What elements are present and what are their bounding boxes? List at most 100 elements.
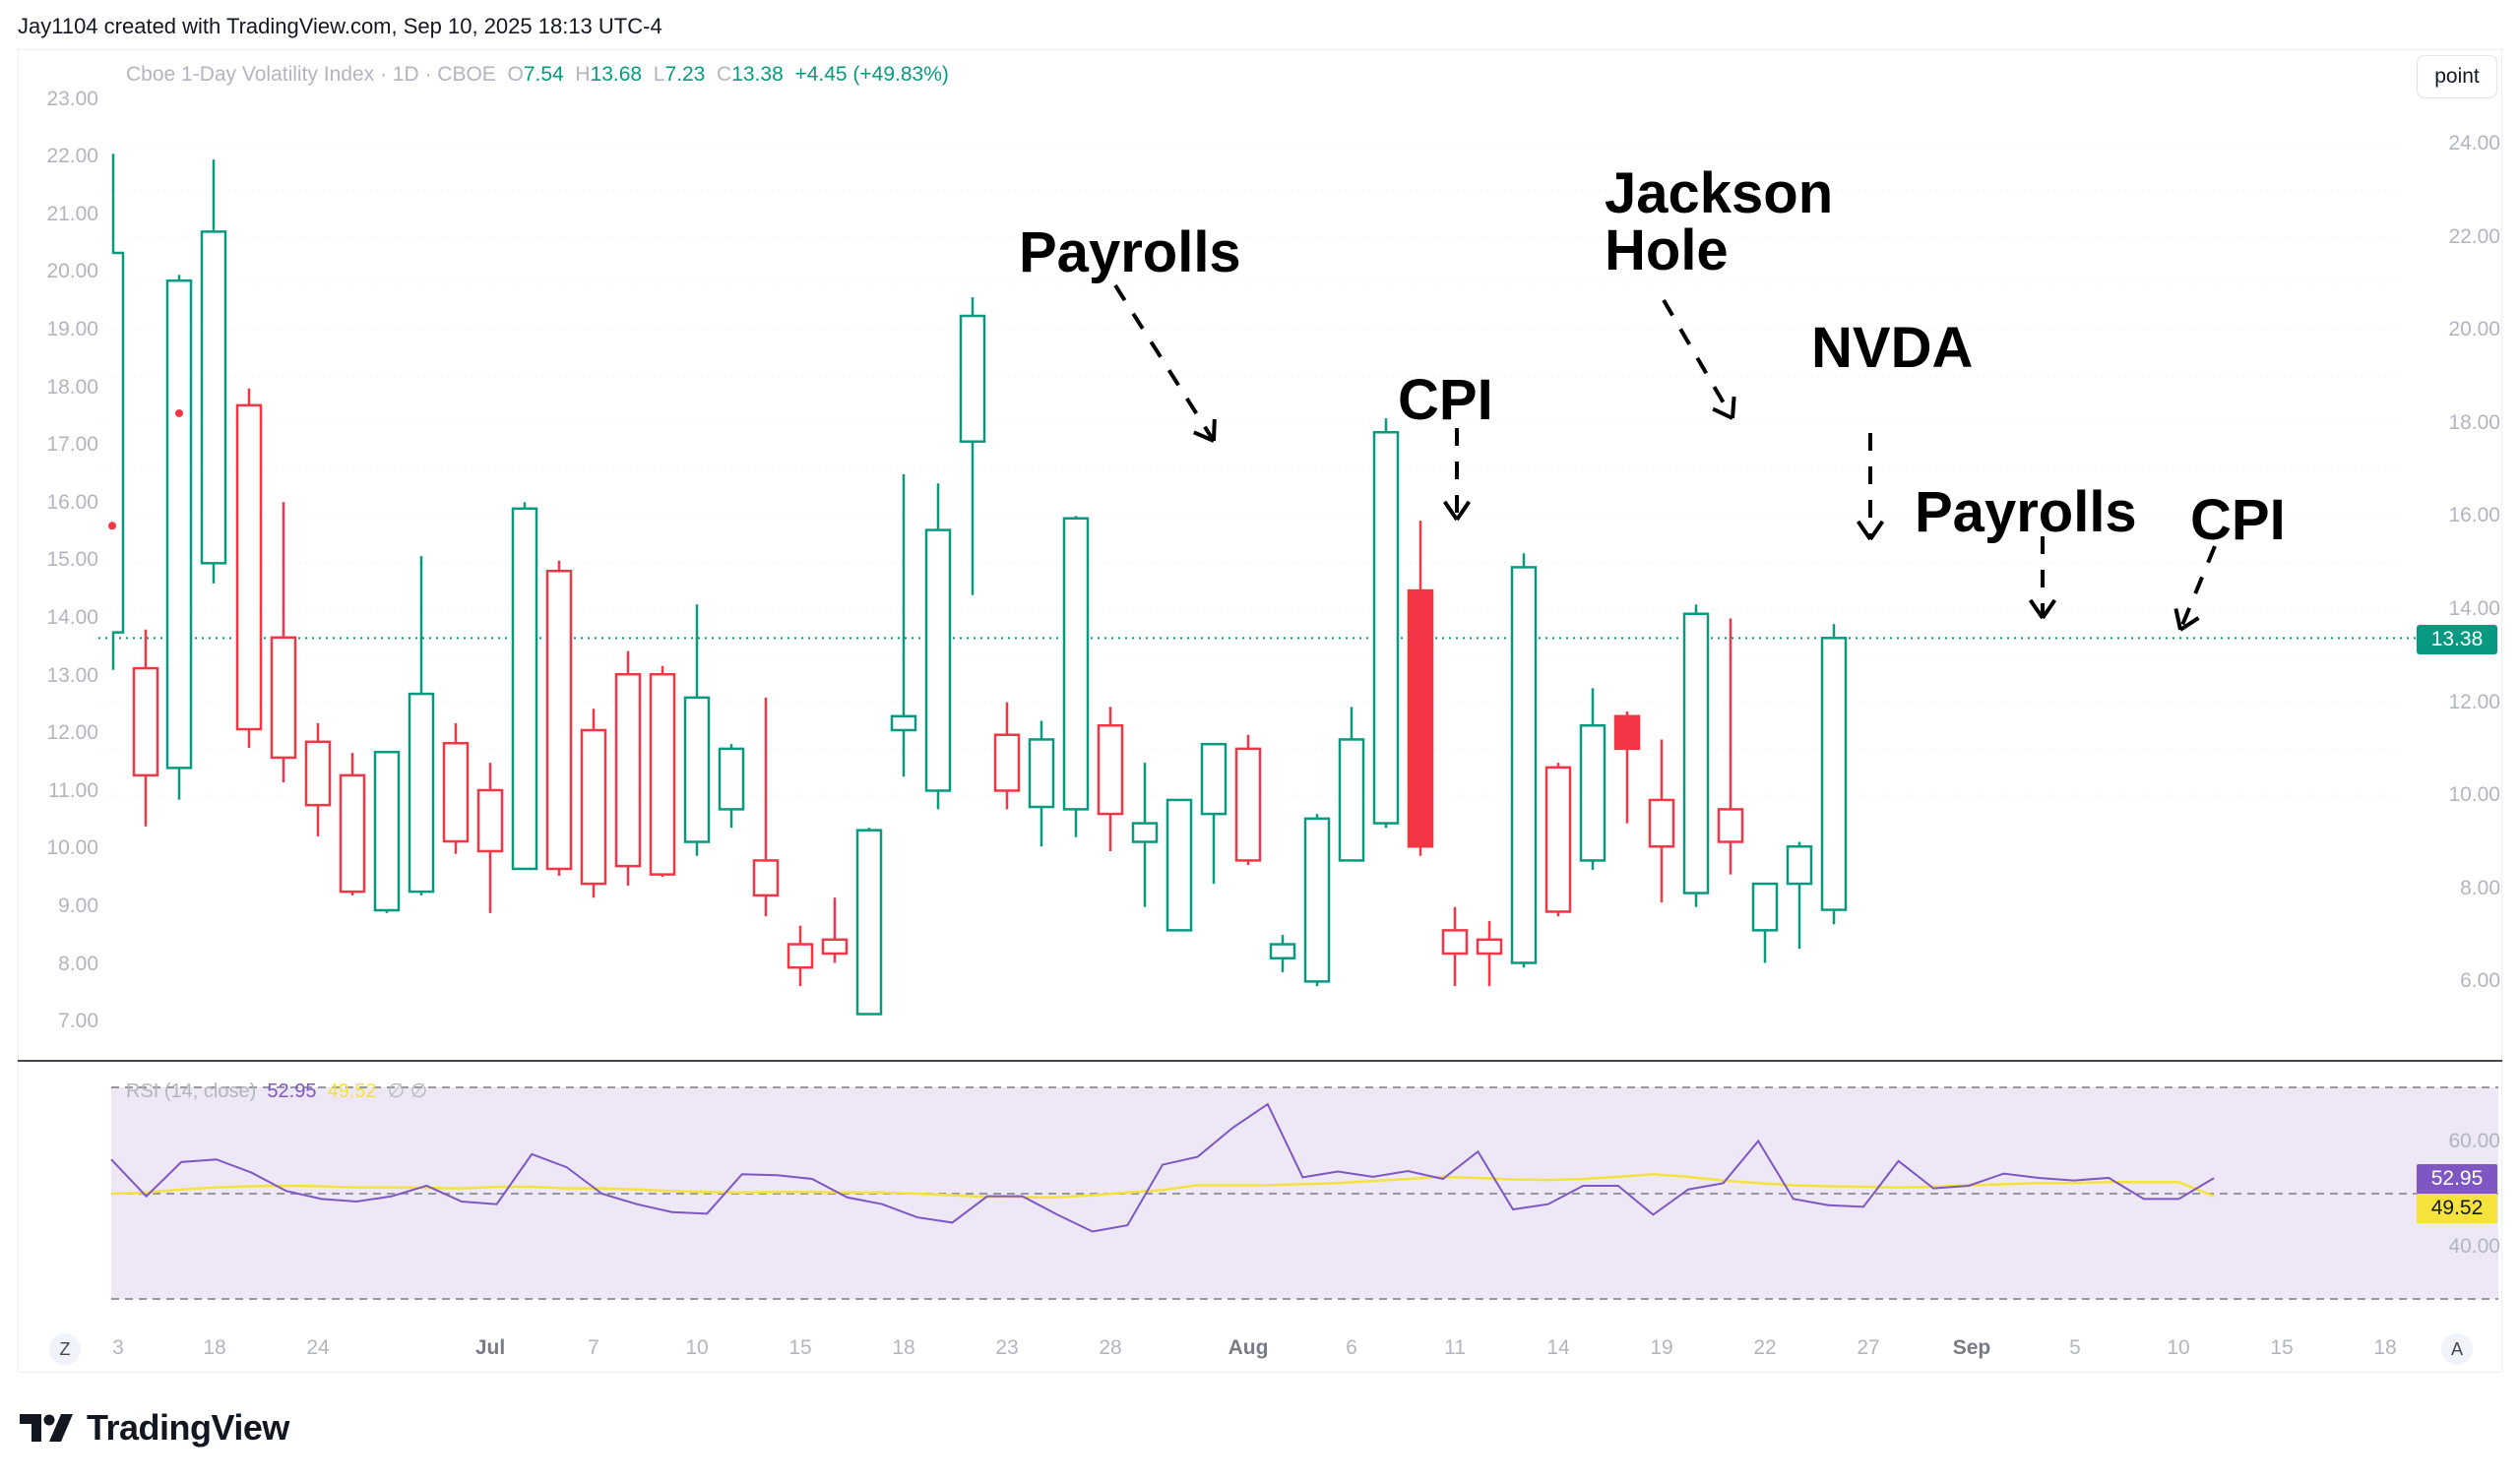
left-axis-tick: 11.00 <box>48 778 98 802</box>
candle-body <box>511 507 538 871</box>
candle-body <box>476 788 504 853</box>
annotation-label[interactable]: NVDA <box>1811 316 1974 380</box>
annotation-arrow <box>1662 298 1734 420</box>
annotation-arrowhead <box>2174 608 2182 631</box>
rsi-value-tag: 52.95 <box>2417 1164 2497 1194</box>
high-value: 13.68 <box>590 63 643 86</box>
auto-scale-button[interactable]: A <box>2441 1333 2473 1365</box>
close-value: 13.38 <box>731 63 784 86</box>
time-axis-tick: 10 <box>2167 1336 2190 1359</box>
time-axis-tick: Sep <box>1952 1336 1991 1359</box>
symbol-legend: Cboe 1-Day Volatility Index · 1D · CBOE … <box>126 63 949 87</box>
candle-body <box>787 943 814 969</box>
left-axis-tick: 17.00 <box>46 433 98 457</box>
open-value: 7.54 <box>523 63 564 86</box>
open-label: O <box>507 63 524 86</box>
left-axis-tick: 9.00 <box>58 895 98 917</box>
time-axis-tick: 18 <box>203 1336 226 1359</box>
high-label: H <box>575 63 591 86</box>
right-axis-tick: 6.00 <box>2460 969 2500 993</box>
candle-body <box>683 696 711 843</box>
time-axis-tick: 28 <box>1099 1336 1122 1359</box>
annotation-arrowhead <box>2178 616 2200 632</box>
candle-body <box>1579 724 1606 862</box>
tradingview-logo: TradingView <box>20 1407 289 1449</box>
candle-body <box>1682 612 1710 895</box>
left-axis-tick: 22.00 <box>46 145 98 168</box>
annotation-label[interactable]: Jackson Hole <box>1605 161 1834 282</box>
candle-body <box>1510 566 1538 964</box>
candle-body <box>580 728 607 886</box>
time-axis-tick: 27 <box>1857 1336 1880 1359</box>
close-label: C <box>717 63 732 86</box>
candle-body <box>545 569 573 871</box>
candle-body <box>1820 637 1848 911</box>
rsi-axis-tick: 40.00 <box>2448 1234 2500 1258</box>
time-axis-tick: 6 <box>1346 1336 1357 1359</box>
overlay-marker-dot <box>175 408 183 417</box>
candle-body <box>1166 798 1193 932</box>
rsi-axis-tick: 60.00 <box>2448 1129 2500 1152</box>
time-axis-tick: 18 <box>892 1336 915 1359</box>
candle-body <box>718 747 745 811</box>
right-axis-tick: 8.00 <box>2460 876 2500 899</box>
candle-body <box>752 859 780 897</box>
right-axis-tick: 14.00 <box>2448 597 2500 620</box>
candle-body <box>1303 817 1331 983</box>
annotation-label[interactable]: CPI <box>1398 368 1493 432</box>
tradingview-logo-icon <box>20 1414 73 1442</box>
annotation-arrowhead <box>2028 598 2045 620</box>
left-axis-tick: 15.00 <box>46 548 98 572</box>
left-axis-tick: 21.00 <box>46 202 98 225</box>
pane-separator[interactable] <box>18 1060 2502 1062</box>
candle-body <box>1200 742 1228 816</box>
time-axis-tick: 18 <box>2373 1336 2397 1359</box>
candle-body <box>1648 798 1675 848</box>
candle-body <box>339 773 366 894</box>
right-axis-tick: 22.00 <box>2448 224 2500 248</box>
scale-unit-button[interactable]: point <box>2417 55 2497 98</box>
time-axis-tick: 10 <box>685 1336 709 1359</box>
annotation-arrowhead <box>1856 520 1872 541</box>
chart-frame <box>18 49 2502 1373</box>
candle-body <box>1544 766 1572 913</box>
tradingview-logo-text: TradingView <box>87 1407 289 1448</box>
candle-body <box>373 750 401 912</box>
candle-body <box>821 938 849 956</box>
time-axis-tick: 23 <box>995 1336 1019 1359</box>
annotation-arrow <box>2178 545 2217 631</box>
annotation-arrowhead <box>1442 500 1459 522</box>
symbol-title[interactable]: Cboe 1-Day Volatility Index · 1D · CBOE <box>126 63 496 86</box>
time-axis-tick: 15 <box>788 1336 812 1359</box>
time-axis-tick: Jul <box>474 1336 506 1359</box>
candle-body <box>235 403 263 731</box>
candle-body <box>1717 808 1744 843</box>
candle-body <box>1613 714 1641 751</box>
annotation-arrowhead <box>1731 396 1736 419</box>
left-axis-tick: 12.00 <box>46 721 98 745</box>
right-axis-tick: 10.00 <box>2448 783 2500 807</box>
last-price-tag: 13.38 <box>2417 625 2497 654</box>
candle-body <box>1028 738 1055 809</box>
left-axis-tick: 23.00 <box>46 87 98 110</box>
rsi-title[interactable]: RSI (14, close) <box>126 1080 257 1102</box>
overlay-candle <box>111 154 125 670</box>
left-axis-tick: 10.00 <box>46 836 98 860</box>
rsi-ma-value-tag: 49.52 <box>2417 1194 2497 1223</box>
candle-body <box>304 740 332 807</box>
right-axis-tick: 16.00 <box>2448 504 2500 527</box>
candle-body <box>614 672 642 868</box>
annotation-label[interactable]: CPI <box>2190 488 2286 552</box>
right-axis-tick: 12.00 <box>2448 690 2500 713</box>
annotation-arrowhead <box>1212 418 1217 442</box>
zoom-reset-button[interactable]: Z <box>49 1333 81 1365</box>
right-axis-tick: 24.00 <box>2448 132 2500 154</box>
candle-body <box>1786 844 1813 886</box>
annotation-label[interactable]: Payrolls <box>1915 480 2137 544</box>
time-axis-tick: 7 <box>588 1336 599 1359</box>
candle-body <box>442 741 470 843</box>
annotation-label[interactable]: Payrolls <box>1019 220 1241 284</box>
annotation-arrowhead <box>2041 598 2057 620</box>
candle-body <box>270 636 297 760</box>
